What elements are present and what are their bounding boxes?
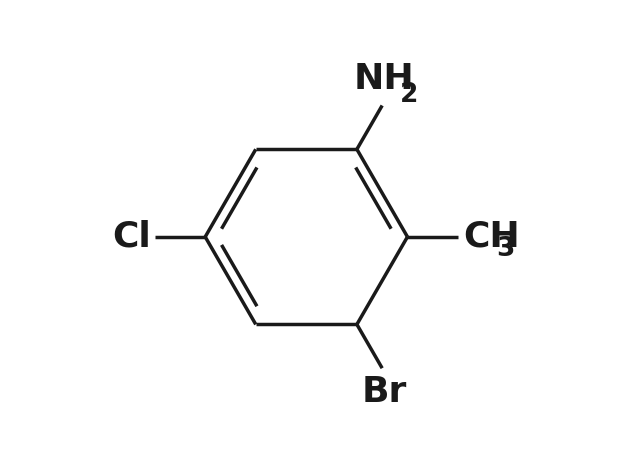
Text: 2: 2 xyxy=(400,82,419,108)
Text: Br: Br xyxy=(362,375,406,409)
Text: NH: NH xyxy=(354,62,414,97)
Text: CH: CH xyxy=(463,220,520,254)
Text: Cl: Cl xyxy=(112,220,151,254)
Text: 3: 3 xyxy=(496,235,514,262)
